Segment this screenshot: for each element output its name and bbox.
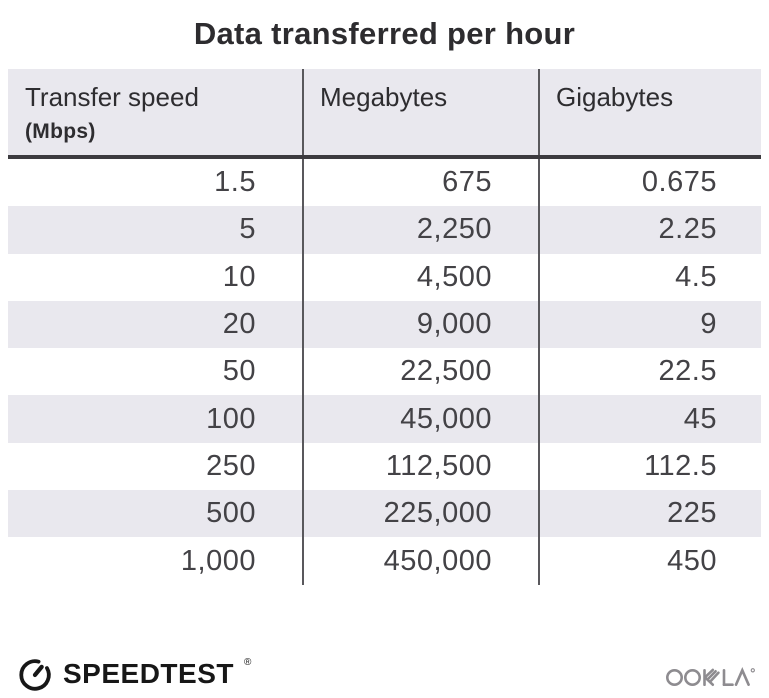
header-transfer-speed: Transfer speed (Mbps) bbox=[8, 69, 302, 155]
table-header-row: Transfer speed (Mbps) Megabytes Gigabyte… bbox=[8, 69, 761, 159]
cell-megabytes: 2,250 bbox=[302, 206, 538, 254]
table-body: 1.5 675 0.675 5 2,250 2.25 10 4,500 4.5 … bbox=[8, 159, 761, 585]
cell-megabytes: 675 bbox=[302, 159, 538, 207]
cell-speed: 10 bbox=[222, 260, 256, 293]
table-row: 5 2,250 2.25 bbox=[8, 206, 761, 254]
cell-speed: 1,000 bbox=[180, 544, 256, 577]
cell-speed: 250 bbox=[206, 449, 256, 482]
table-row: 1.5 675 0.675 bbox=[8, 159, 761, 207]
data-table: Transfer speed (Mbps) Megabytes Gigabyte… bbox=[8, 69, 761, 585]
cell-speed: 20 bbox=[222, 308, 256, 341]
cell-gigabytes: 4.5 bbox=[538, 253, 761, 301]
table-row: 500 225,000 225 bbox=[8, 490, 761, 538]
cell-megabytes: 4,500 bbox=[302, 253, 538, 301]
table-row: 50 22,500 22.5 bbox=[8, 348, 761, 396]
cell-megabytes: 112,500 bbox=[302, 442, 538, 491]
table-row: 1,000 450,000 450 bbox=[8, 537, 761, 585]
table-row: 100 45,000 45 bbox=[8, 395, 761, 443]
cell-gigabytes: 9 bbox=[538, 300, 761, 349]
cell-gigabytes: 22.5 bbox=[538, 348, 761, 396]
cell-megabytes: 9,000 bbox=[302, 300, 538, 349]
cell-gigabytes: 112.5 bbox=[538, 442, 761, 491]
cell-gigabytes: 0.675 bbox=[538, 159, 761, 207]
table-row: 10 4,500 4.5 bbox=[8, 253, 761, 301]
table-row: 20 9,000 9 bbox=[8, 300, 761, 349]
cell-megabytes: 22,500 bbox=[302, 348, 538, 396]
cell-speed: 100 bbox=[206, 402, 256, 435]
speedtest-registered-mark: ® bbox=[243, 657, 252, 668]
header-gigabytes: Gigabytes bbox=[538, 69, 761, 155]
cell-gigabytes: 45 bbox=[538, 395, 761, 443]
page-title: Data transferred per hour bbox=[193, 16, 576, 51]
cell-speed: 1.5 bbox=[214, 166, 256, 199]
cell-megabytes: 225,000 bbox=[302, 490, 538, 538]
ookla-logo bbox=[666, 667, 755, 687]
speedtest-logo: SPEEDTEST ® bbox=[16, 655, 251, 693]
cell-megabytes: 450,000 bbox=[302, 537, 538, 585]
speedtest-gauge-icon bbox=[19, 659, 51, 691]
cell-gigabytes: 2.25 bbox=[538, 206, 761, 254]
cell-speed: 50 bbox=[222, 355, 256, 388]
cell-speed: 500 bbox=[206, 497, 256, 530]
table-row: 250 112,500 112.5 bbox=[8, 442, 761, 491]
footer: SPEEDTEST ® bbox=[0, 646, 769, 698]
header-transfer-speed-label: Transfer speed bbox=[25, 82, 199, 112]
header-transfer-speed-unit: (Mbps) bbox=[25, 120, 96, 143]
header-megabytes: Megabytes bbox=[302, 69, 538, 155]
cell-gigabytes: 450 bbox=[538, 537, 761, 585]
cell-megabytes: 45,000 bbox=[302, 395, 538, 443]
cell-speed: 5 bbox=[239, 213, 256, 246]
cell-gigabytes: 225 bbox=[538, 490, 761, 538]
speedtest-wordmark: SPEEDTEST bbox=[63, 658, 234, 689]
